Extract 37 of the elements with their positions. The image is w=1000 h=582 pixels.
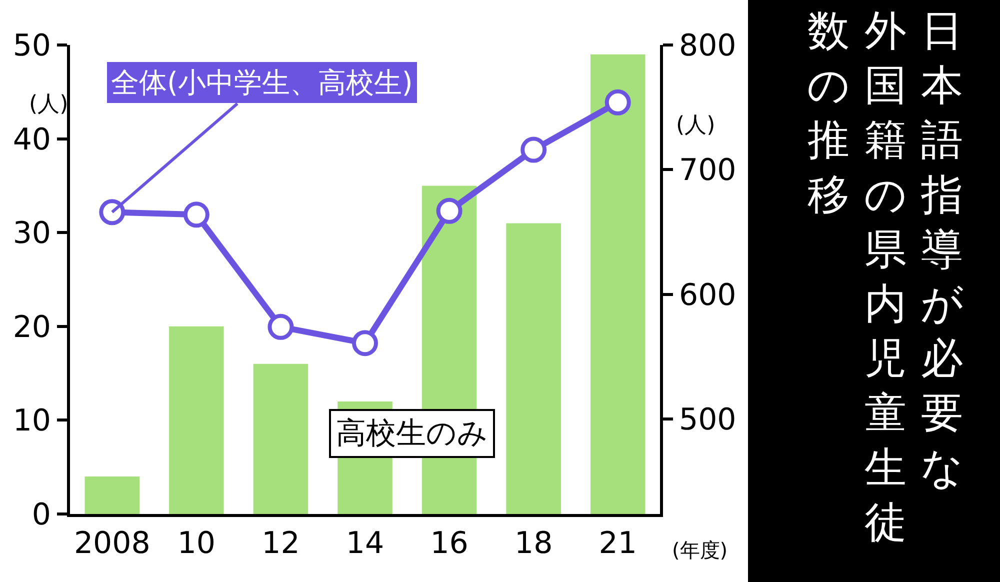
y-tick-label: 30 <box>12 216 51 252</box>
x-axis-title: (年度) <box>672 538 728 562</box>
y2-tick-label: 800 <box>679 28 736 64</box>
y2-tick-label: 600 <box>679 278 736 313</box>
x-tick-label: 16 <box>430 526 468 561</box>
text: 数の推移 <box>807 6 850 219</box>
point <box>520 136 547 163</box>
y-tick-label: 20 <box>12 310 51 345</box>
y2-tick-label: 500 <box>679 402 736 438</box>
point <box>183 202 210 228</box>
text: 外国籍の県内児童生徒 <box>864 6 907 546</box>
point <box>352 330 378 356</box>
point <box>436 198 462 224</box>
bar <box>590 54 646 514</box>
y2-axis-title: (人) <box>676 113 716 138</box>
bar <box>169 326 224 514</box>
y2-tick-label: 700 <box>679 153 736 188</box>
x-tick-label: 18 <box>514 526 553 561</box>
text: 全体(小中学生、高校生) <box>111 66 413 99</box>
point <box>268 314 294 340</box>
point <box>99 199 126 226</box>
y-tick-label: 10 <box>12 404 51 439</box>
series-label: 高校生のみ <box>336 416 488 451</box>
y-tick-label: 40 <box>12 122 51 158</box>
chart-title: 日本語指導が必要な <box>920 6 964 492</box>
x-tick-label: 21 <box>598 526 637 561</box>
bar <box>84 476 140 514</box>
bar <box>506 223 561 514</box>
y-tick-label: 0 <box>32 498 51 532</box>
x-tick-label: 14 <box>346 526 384 561</box>
bar <box>253 364 308 514</box>
point <box>604 89 631 116</box>
x-tick-label: 12 <box>262 526 300 561</box>
x-tick-label: 10 <box>177 526 216 561</box>
y-axis-title: (人) <box>29 92 68 117</box>
x-tick-label: 2008 <box>74 526 150 561</box>
y-tick-label: 50 <box>12 28 51 64</box>
